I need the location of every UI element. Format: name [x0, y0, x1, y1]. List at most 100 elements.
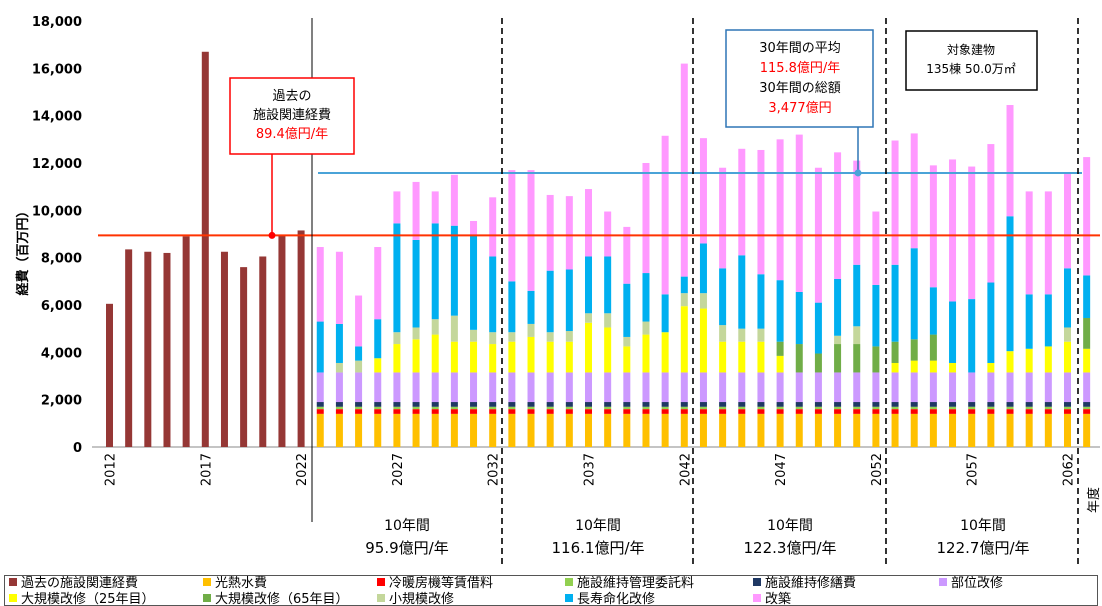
legend-item: 改築 [753, 592, 792, 606]
bar-segment [623, 346, 631, 373]
bar-segment [374, 319, 382, 359]
bar-segment [1025, 413, 1033, 447]
bar-segment [1044, 402, 1052, 407]
bar-segment [489, 406, 497, 410]
legend-label: 過去の施設関連経費 [21, 576, 139, 591]
bar-segment [949, 413, 957, 447]
bar-segment [661, 409, 669, 414]
bar-segment [699, 372, 707, 403]
bar-segment [393, 409, 401, 414]
bar-segment [604, 413, 612, 447]
bar-segment [1083, 318, 1091, 349]
legend-swatch [939, 578, 947, 586]
bar-segment [949, 406, 957, 410]
bar-segment [891, 341, 899, 363]
bar-segment [546, 270, 554, 333]
bar-segment [795, 344, 803, 373]
bar-segment [1025, 191, 1033, 295]
bar-segment [489, 197, 497, 257]
bar-segment [910, 372, 918, 403]
bar-segment [489, 372, 497, 403]
bar-segment [987, 409, 995, 414]
bar-segment [335, 406, 343, 410]
bar-segment [814, 402, 822, 407]
bar-segment [891, 372, 899, 403]
bar-segment [489, 256, 497, 333]
bar-segment [699, 138, 707, 244]
past-callout-marker [268, 231, 276, 239]
bar-segment [1083, 409, 1091, 414]
bar-segment [949, 159, 957, 302]
bar-segment [661, 332, 669, 373]
chart: 0 2,000 4,000 6,000 8,000 10,000 12,000 14,000 1… [15, 15, 1102, 568]
bar-segment [1083, 275, 1091, 319]
bar-segment [355, 360, 363, 373]
bar-segment [795, 406, 803, 410]
legend-item: 長寿命化改修 [565, 592, 655, 605]
legend-label: 大規模改修（65年目） [215, 592, 349, 606]
bar-segment [872, 372, 880, 403]
bar-segment [546, 194, 554, 271]
bar-segment [910, 406, 918, 410]
bar-segment [508, 402, 516, 407]
bar-segment [1006, 105, 1014, 217]
bar-segment [565, 372, 573, 403]
bar-segment [431, 406, 439, 410]
legend-item: 施設維持修繕費 [753, 576, 856, 591]
legend-label: 改築 [765, 592, 792, 606]
bar-segment [1044, 191, 1052, 295]
bar-segment [470, 406, 478, 410]
bar-segment [412, 239, 420, 328]
bar-segment [1044, 409, 1052, 414]
bar-segment [565, 269, 573, 332]
bar-segment [565, 402, 573, 407]
bar-segment [470, 220, 478, 236]
bar-segment [757, 274, 765, 329]
bar-segment [1006, 406, 1014, 410]
bar-segment [853, 326, 861, 345]
legend-item: 部位改修 [939, 576, 1003, 591]
bar-segment [872, 413, 880, 447]
bar-segment [719, 402, 727, 407]
decade-value: 122.7億円/年 [937, 539, 1030, 557]
bar-segment [987, 372, 995, 403]
x-tick-label: 2032 [487, 453, 502, 486]
bar-segment [776, 402, 784, 407]
bar-segment [929, 165, 937, 288]
bar-segment [527, 336, 535, 373]
bar-segment [872, 211, 880, 285]
bar-segment [738, 413, 746, 447]
x-axis-label: 年度 [1086, 487, 1102, 513]
bar-segment [585, 413, 592, 447]
bar-segment [450, 372, 458, 403]
bar-segment [853, 264, 861, 327]
bar-segment [565, 331, 573, 342]
bar-segment [834, 413, 842, 447]
bar-segment [355, 372, 363, 403]
bar-segment [699, 402, 707, 407]
bar-segment [1006, 402, 1014, 407]
legend-item: 施設維持管理委託料 [565, 576, 694, 591]
legend-swatch [565, 594, 573, 602]
bar-segment [1083, 372, 1091, 403]
bar-segment [719, 409, 727, 414]
bar-segment [546, 402, 554, 407]
avg-callout-marker [854, 169, 862, 177]
bar-segment [623, 283, 631, 337]
bar-segment [968, 406, 976, 410]
bar-segment [949, 402, 957, 407]
bar-segment [757, 372, 765, 403]
legend-swatch [9, 578, 17, 586]
decade-label: 10年間 [384, 518, 430, 534]
bar-segment [470, 402, 478, 407]
bar-segment [508, 409, 516, 414]
bar-segment [680, 409, 688, 414]
bar-segment [335, 402, 343, 407]
bar-segment [355, 346, 363, 361]
y-tick-label: 4,000 [41, 346, 82, 361]
bar-segment [450, 406, 458, 410]
bar-past [106, 303, 113, 447]
legend-swatch [753, 594, 761, 602]
bar-past [201, 51, 209, 448]
avg-callout-value: 115.8億円/年 [760, 60, 841, 76]
